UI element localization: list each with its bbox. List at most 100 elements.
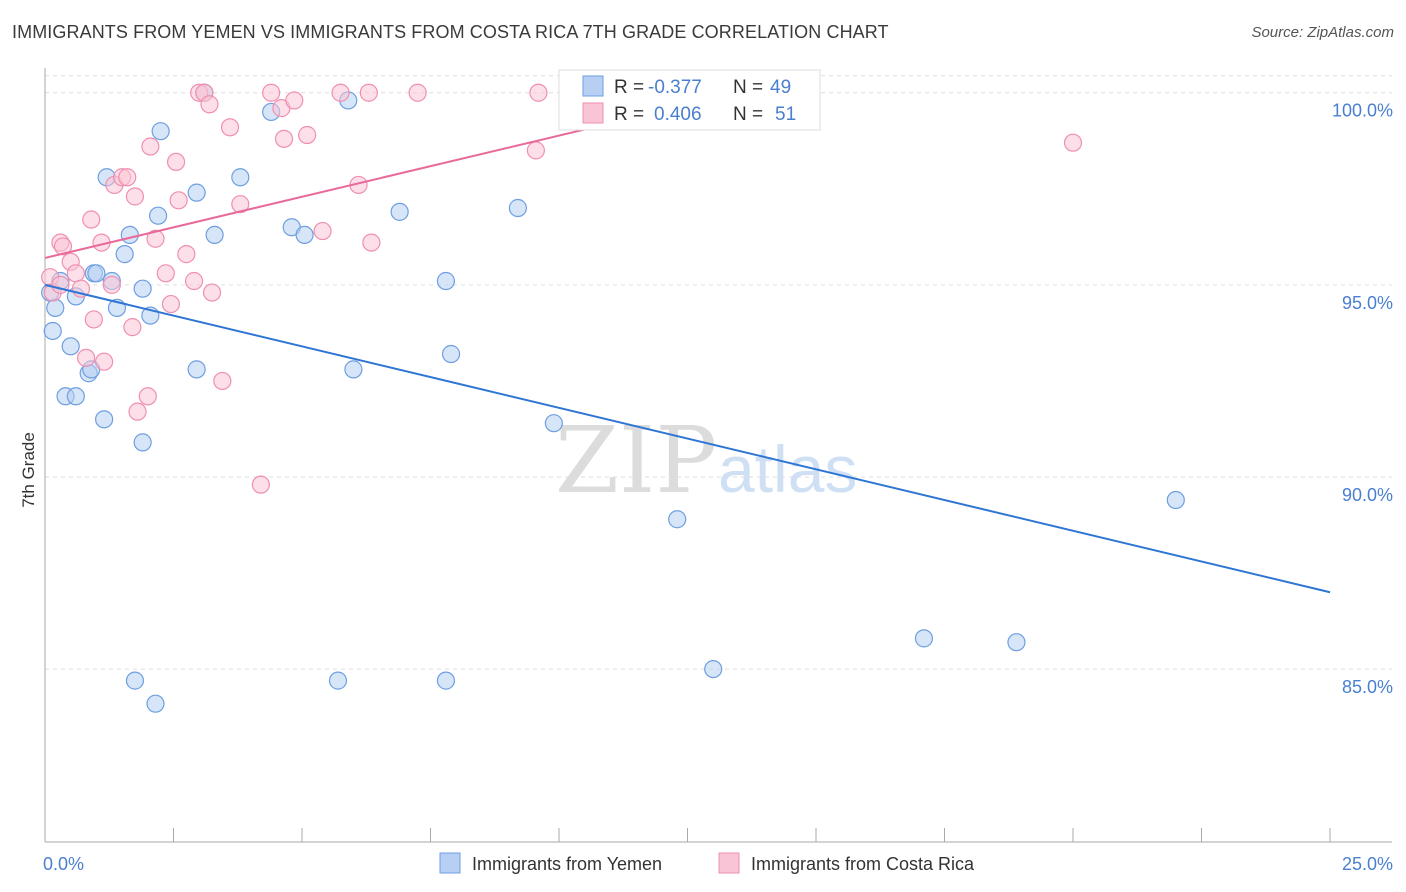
costa-rica-point-25 — [166, 152, 186, 172]
watermark: ZIP atlas — [555, 407, 857, 514]
trend-line-yemen — [44, 283, 1331, 594]
costa-rica-point-41 — [298, 125, 317, 145]
yemen-point-31 — [390, 202, 409, 221]
legend-stats-swatch-yemen — [582, 75, 604, 97]
costa-rica-point-28 — [184, 271, 204, 291]
costa-rica-point-4 — [53, 237, 73, 256]
y-axis-label: 7th Grade — [19, 432, 38, 508]
yemen-point-46 — [133, 433, 152, 452]
chart-title: IMMIGRANTS FROM YEMEN VS IMMIGRANTS FROM… — [12, 22, 889, 42]
legend-n-value-costa-rica: 51 — [775, 104, 796, 125]
costa-rica-point-45 — [359, 83, 378, 102]
costa-rica-point-12 — [95, 352, 114, 371]
yemen-point-35 — [544, 414, 563, 433]
y-tick-label-85: 85.0% — [1342, 677, 1393, 697]
legend-stats: R = -0.377 N = 49 R = 0.406 N = 51 — [558, 69, 821, 131]
legend-r-label-costa-rica: R = — [614, 104, 644, 125]
costa-rica-point-20 — [138, 387, 157, 406]
costa-rica-point-46 — [362, 233, 381, 252]
yemen-point-34 — [508, 198, 527, 218]
yemen-point-44 — [436, 671, 456, 690]
x-tick-label-max: 25.0% — [1342, 854, 1393, 874]
yemen-point-15 — [115, 245, 134, 264]
legend-swatch-yemen — [439, 852, 461, 874]
costa-rica-point-24 — [161, 294, 181, 314]
costa-rica-point-50 — [1063, 133, 1083, 152]
costa-rica-point-32 — [202, 283, 222, 302]
y-tick-label-90: 90.0% — [1342, 485, 1393, 505]
costa-rica-point-47 — [408, 83, 427, 102]
legend-label-costa-rica: Immigrants from Costa Rica — [751, 854, 975, 874]
yemen-point-30 — [344, 360, 363, 379]
costa-rica-point-42 — [313, 221, 332, 241]
costa-rica-point-13 — [102, 275, 121, 294]
costa-rica-point-10 — [84, 310, 103, 329]
yemen-point-3 — [43, 321, 62, 341]
legend-r-value-costa-rica: 0.406 — [654, 104, 702, 125]
costa-rica-point-23 — [156, 264, 175, 283]
costa-rica-point-27 — [177, 245, 196, 264]
yemen-point-22 — [187, 360, 206, 379]
legend-stats-swatch-costa-rica — [582, 102, 604, 124]
legend-label-yemen: Immigrants from Yemen — [472, 854, 662, 874]
costa-rica-point-22 — [146, 229, 165, 248]
costa-rica-point-33 — [213, 371, 232, 391]
costa-rica-point-6 — [66, 264, 85, 283]
costa-rica-point-21 — [141, 137, 160, 156]
yemen-point-21 — [187, 183, 206, 202]
yemen-point-7 — [66, 387, 85, 406]
y-tick-labels: 85.0% 90.0% 95.0% 100.0% — [1332, 101, 1393, 697]
costa-rica-point-9 — [82, 210, 101, 229]
series-costa-rica-points — [41, 83, 1083, 494]
costa-rica-point-35 — [231, 195, 250, 214]
yemen-point-41 — [125, 671, 145, 690]
yemen-point-42 — [146, 694, 165, 713]
costa-rica-point-8 — [77, 348, 96, 367]
yemen-point-17 — [133, 279, 152, 298]
y-tick-label-100: 100.0% — [1332, 101, 1393, 121]
yemen-point-11 — [87, 264, 106, 283]
costa-rica-point-34 — [220, 118, 240, 137]
source-credit: Source: ZipAtlas.com — [1251, 24, 1394, 41]
watermark-atlas: atlas — [718, 432, 857, 506]
costa-rica-point-37 — [262, 83, 281, 102]
costa-rica-point-43 — [331, 83, 350, 102]
costa-rica-point-36 — [251, 475, 270, 494]
legend-r-label-yemen: R = — [614, 77, 644, 98]
yemen-point-1 — [46, 298, 65, 318]
costa-rica-point-39 — [274, 129, 294, 148]
yemen-point-16 — [120, 225, 139, 245]
trend-lines — [44, 91, 1331, 594]
costa-rica-point-48 — [529, 83, 548, 102]
yemen-point-25 — [231, 168, 250, 187]
costa-rica-point-49 — [526, 141, 545, 160]
yemen-point-37 — [704, 659, 723, 679]
legend-n-label-yemen: N = — [733, 77, 763, 98]
yemen-point-43 — [328, 671, 348, 690]
yemen-point-39 — [1007, 633, 1026, 652]
costa-rica-point-31 — [200, 95, 219, 114]
series-yemen-points — [41, 83, 1185, 713]
yemen-point-19 — [148, 206, 168, 225]
legend-n-value-yemen: 49 — [770, 77, 791, 98]
legend-n-label-costa-rica: N = — [733, 104, 763, 125]
costa-rica-point-40 — [285, 91, 304, 110]
yemen-point-32 — [436, 271, 456, 291]
yemen-point-40 — [1166, 490, 1185, 510]
yemen-point-28 — [295, 225, 314, 245]
grid-lines — [45, 75, 1392, 670]
costa-rica-point-19 — [128, 402, 147, 421]
watermark-zip: ZIP — [555, 407, 717, 514]
yemen-point-38 — [914, 629, 934, 648]
yemen-point-33 — [441, 344, 461, 364]
yemen-point-4 — [61, 337, 80, 356]
costa-rica-point-16 — [118, 168, 137, 187]
yemen-point-24 — [205, 225, 224, 245]
yemen-point-20 — [151, 122, 170, 141]
costa-rica-point-17 — [123, 318, 142, 337]
axes — [44, 68, 1392, 843]
x-tick-label-min: 0.0% — [43, 854, 84, 874]
legend-series: Immigrants from Yemen Immigrants from Co… — [439, 852, 975, 874]
yemen-point-36 — [668, 510, 687, 529]
